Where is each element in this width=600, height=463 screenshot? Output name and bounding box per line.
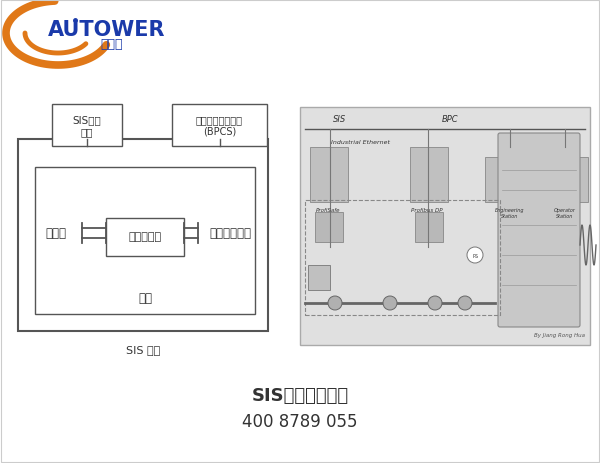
Circle shape xyxy=(428,296,442,310)
FancyBboxPatch shape xyxy=(485,158,533,203)
Text: 深奥图: 深奥图 xyxy=(100,38,122,50)
FancyBboxPatch shape xyxy=(498,134,580,327)
Text: SIS: SIS xyxy=(334,115,347,124)
Text: 基本过程控制系统
(BPCS): 基本过程控制系统 (BPCS) xyxy=(196,115,243,137)
FancyBboxPatch shape xyxy=(310,148,348,203)
FancyBboxPatch shape xyxy=(18,140,268,332)
Text: 400 8789 055: 400 8789 055 xyxy=(242,412,358,430)
FancyBboxPatch shape xyxy=(415,213,443,243)
Text: 传感器: 传感器 xyxy=(46,226,67,239)
FancyBboxPatch shape xyxy=(410,148,448,203)
FancyBboxPatch shape xyxy=(540,158,588,203)
Text: SIS 组成: SIS 组成 xyxy=(126,344,160,354)
FancyBboxPatch shape xyxy=(172,105,267,147)
Text: By Jiang Rong Hua: By Jiang Rong Hua xyxy=(534,332,585,337)
Text: Engineering
Station: Engineering Station xyxy=(495,207,525,219)
FancyBboxPatch shape xyxy=(106,218,184,256)
Text: SIS用户
接口: SIS用户 接口 xyxy=(73,115,101,137)
FancyBboxPatch shape xyxy=(315,213,343,243)
Text: BPC: BPC xyxy=(442,115,458,124)
Text: 最终控制元件: 最终控制元件 xyxy=(209,226,251,239)
Text: Operator
Station: Operator Station xyxy=(554,207,576,219)
Text: Profibus DP: Profibus DP xyxy=(411,207,443,213)
Text: SIS安全仪表系统: SIS安全仪表系统 xyxy=(251,386,349,404)
FancyBboxPatch shape xyxy=(308,265,330,290)
Text: Industrial Ethernet: Industrial Ethernet xyxy=(331,139,389,144)
Circle shape xyxy=(458,296,472,310)
Text: ProfiSafe: ProfiSafe xyxy=(316,207,340,213)
Circle shape xyxy=(328,296,342,310)
Circle shape xyxy=(383,296,397,310)
Text: AUTOWER: AUTOWER xyxy=(48,20,166,40)
Circle shape xyxy=(467,247,483,263)
FancyBboxPatch shape xyxy=(35,168,255,314)
FancyBboxPatch shape xyxy=(300,108,590,345)
FancyBboxPatch shape xyxy=(52,105,122,147)
Text: PS: PS xyxy=(472,253,478,258)
Text: 逻辑控制器: 逻辑控制器 xyxy=(128,232,161,242)
Text: 逻辑: 逻辑 xyxy=(138,292,152,305)
